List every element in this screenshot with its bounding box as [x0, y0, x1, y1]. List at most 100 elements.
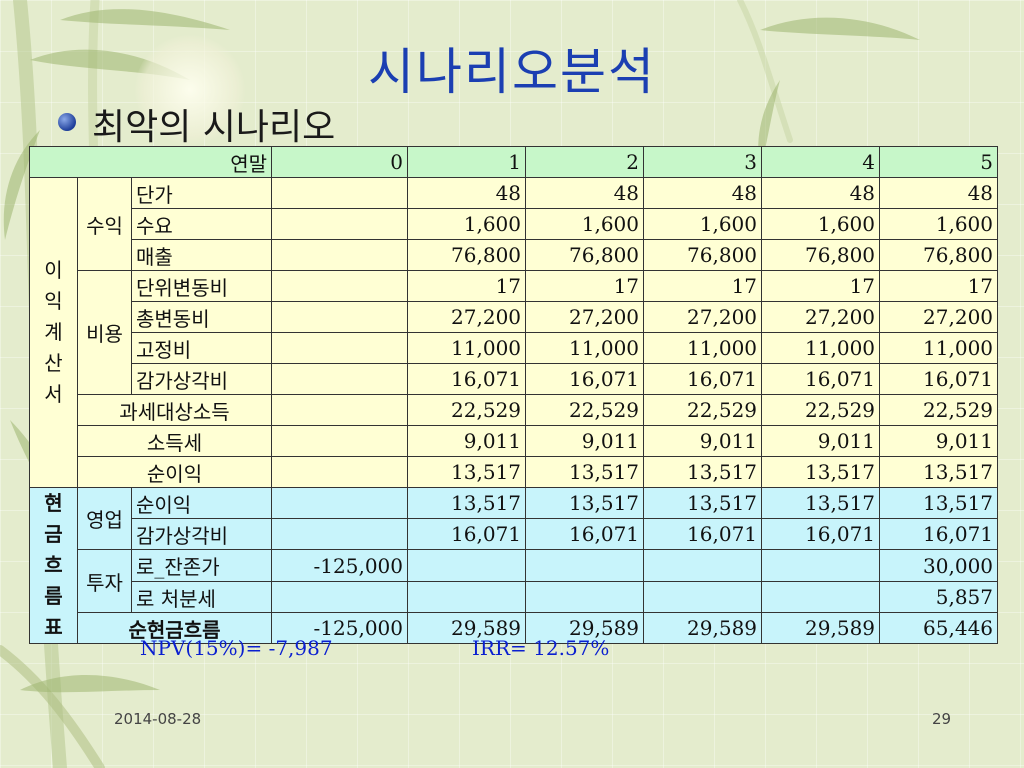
- table-cell: [271, 456, 409, 488]
- table-cell: 11,000: [407, 332, 527, 364]
- table-cell: 16,071: [879, 518, 999, 550]
- table-cell: [761, 581, 881, 613]
- table-cell: [271, 394, 409, 426]
- table-cell: 13,517: [879, 456, 999, 488]
- table-row: 과세대상소득 22,529 22,529 22,529 22,529 22,52…: [30, 394, 999, 426]
- table-cell: 16,071: [407, 518, 527, 550]
- table-cell: 76,800: [761, 239, 881, 271]
- table-cell: 48: [407, 177, 527, 209]
- table-row: 감가상각비 16,071 16,071 16,071 16,071 16,071: [30, 363, 999, 395]
- table-cell: 29,589: [525, 612, 645, 644]
- table-cell: 11,000: [525, 332, 645, 364]
- table-cell: 29,589: [643, 612, 763, 644]
- table-cell: [271, 332, 409, 364]
- footer-date: 2014-08-28: [114, 710, 202, 728]
- table-cell: 9,011: [407, 425, 527, 457]
- table-cell: 48: [525, 177, 645, 209]
- table-cell: 13,517: [879, 487, 999, 519]
- table-cell: [761, 549, 881, 582]
- table-cell: 1,600: [643, 208, 763, 240]
- table-cell: 13,517: [761, 487, 881, 519]
- section-char: 이: [44, 258, 63, 282]
- row-label: 소득세: [76, 425, 273, 457]
- cash-flow-section-label: 현 금 흐 름 표: [29, 487, 78, 644]
- table-cell: 76,800: [407, 239, 527, 271]
- row-label: 순현금흐름: [76, 612, 273, 644]
- bullet-icon: [58, 113, 76, 131]
- table-cell: 13,517: [407, 456, 527, 488]
- table-cell: 11,000: [643, 332, 763, 364]
- table-cell: [271, 270, 409, 302]
- section-char: 현: [44, 491, 63, 515]
- table-cell: 16,071: [525, 363, 645, 395]
- table-cell: [271, 518, 409, 550]
- table-cell: 1,600: [761, 208, 881, 240]
- year-cell: 0: [271, 146, 409, 178]
- year-cell: 5: [879, 146, 999, 178]
- table-row: 고정비 11,000 11,000 11,000 11,000 11,000: [30, 332, 999, 364]
- table-cell: 29,589: [407, 612, 527, 644]
- operating-group-label: 영업: [77, 487, 132, 550]
- table-cell: 16,071: [525, 518, 645, 550]
- table-cell: 16,071: [879, 363, 999, 395]
- row-label: 감가상각비: [130, 363, 273, 395]
- table-cell: 9,011: [879, 425, 999, 457]
- row-label: 감가상각비: [130, 518, 273, 550]
- table-cell: [271, 177, 409, 209]
- section-char: 표: [44, 615, 63, 639]
- table-cell: 76,800: [525, 239, 645, 271]
- row-label: 총변동비: [130, 301, 273, 333]
- row-label: 수요: [130, 208, 273, 240]
- table-cell: 65,446: [879, 612, 999, 644]
- table-cell: 17: [407, 270, 527, 302]
- table-cell: 1,600: [525, 208, 645, 240]
- table-cell: 17: [525, 270, 645, 302]
- row-label: 고정비: [130, 332, 273, 364]
- table-cell: 1,600: [407, 208, 527, 240]
- table-cell: 1,600: [879, 208, 999, 240]
- table-cell: [271, 487, 409, 519]
- header-row: 연말 0 1 2 3 4 5: [28, 146, 999, 178]
- table-row: 총변동비 27,200 27,200 27,200 27,200 27,200: [30, 301, 999, 333]
- table-cell: 13,517: [643, 487, 763, 519]
- table-cell: 13,517: [761, 456, 881, 488]
- slide-title: 시나리오분석: [368, 43, 656, 101]
- table-row: 로 처분세 5,857: [30, 581, 999, 613]
- year-cell: 1: [407, 146, 527, 178]
- row-label: 순이익: [76, 456, 273, 488]
- table-row: 순현금흐름 -125,000 29,589 29,589 29,589 29,5…: [30, 612, 999, 644]
- table-cell: 13,517: [643, 456, 763, 488]
- row-label: 단가: [130, 177, 273, 209]
- table-row: 수요 1,600 1,600 1,600 1,600 1,600: [30, 208, 999, 240]
- table-cell: 13,517: [407, 487, 527, 519]
- scenario-table: 연말 0 1 2 3 4 5 이 익 계 산 서 수익 단가 48 48 48 …: [28, 146, 999, 644]
- table-cell: 22,529: [643, 394, 763, 426]
- table-cell: [643, 549, 763, 582]
- table-cell: 22,529: [879, 394, 999, 426]
- table-cell: [407, 581, 527, 613]
- table-cell: 5,857: [879, 581, 999, 613]
- table-cell: 27,200: [525, 301, 645, 333]
- table-cell: 27,200: [407, 301, 527, 333]
- table-cell: 9,011: [643, 425, 763, 457]
- table-cell: 11,000: [761, 332, 881, 364]
- table-cell: 17: [643, 270, 763, 302]
- table-cell: 48: [879, 177, 999, 209]
- table-row: 매출 76,800 76,800 76,800 76,800 76,800: [30, 239, 999, 271]
- table-cell: [271, 208, 409, 240]
- row-label: 순이익: [130, 487, 273, 519]
- table-cell: 22,529: [761, 394, 881, 426]
- row-label: 로_잔존가: [130, 549, 273, 582]
- table-cell: 13,517: [525, 487, 645, 519]
- table-cell: 22,529: [407, 394, 527, 426]
- irr-result: IRR= 12.57%: [472, 636, 610, 660]
- table-cell: 30,000: [879, 549, 999, 582]
- table-cell: 16,071: [643, 363, 763, 395]
- table-row: 순이익 13,517 13,517 13,517 13,517 13,517: [30, 456, 999, 488]
- row-label: 과세대상소득: [76, 394, 273, 426]
- table-cell: [271, 363, 409, 395]
- slide-subtitle: 최악의 시나리오: [58, 98, 335, 150]
- table-cell: 17: [761, 270, 881, 302]
- table-cell: 16,071: [643, 518, 763, 550]
- table-cell: [643, 581, 763, 613]
